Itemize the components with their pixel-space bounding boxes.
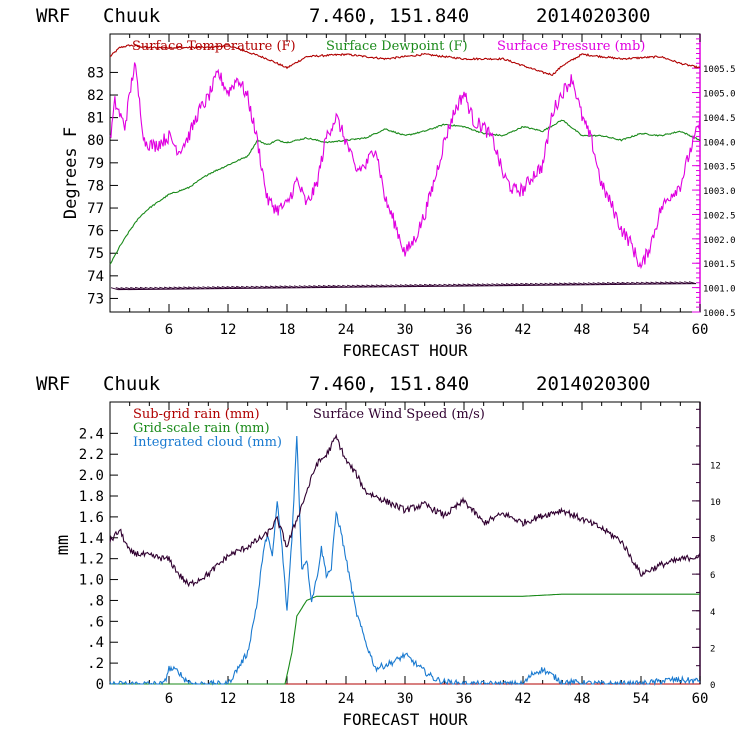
x-tick-label: 6 [165, 322, 173, 338]
y-tick-label: .2 [87, 656, 104, 672]
bottom-y-ticks: 0 .2 .4 .6 .8 1.0 1.2 1.4 1.6 1.8 2.0 2.2 2.4 [79, 426, 118, 693]
bottom-series-group [109, 433, 701, 687]
y2-tick-label: 2 [710, 644, 715, 654]
y2-tick-label: 0 [710, 681, 715, 691]
wind-barbs [110, 281, 697, 291]
bottom-title-model: WRF [36, 373, 70, 395]
bottom-x-ticks: 6 12 18 24 30 36 42 48 54 60 [129, 402, 709, 707]
y-tick-label: 73 [87, 291, 104, 307]
y2-tick-label: 1005.5 [703, 65, 736, 75]
x-tick-label: 12 [220, 322, 237, 338]
top-title-model: WRF [36, 5, 70, 27]
top-title-coords: 7.460, 151.840 [309, 5, 469, 27]
legend-integrated-cloud: Integrated cloud (mm) [133, 435, 282, 450]
legend-surface-wind-speed: Surface Wind Speed (m/s) [313, 407, 485, 422]
x-tick-label: 24 [338, 322, 355, 338]
top-x-ticks: 6 12 18 24 30 36 42 48 54 60 [129, 34, 709, 338]
y-tick-label: 1.8 [79, 489, 104, 505]
bottom-title-coords: 7.460, 151.840 [309, 373, 469, 395]
series-line-3 [109, 433, 701, 588]
y-tick-label: 80 [87, 133, 104, 149]
x-tick-label: 6 [165, 691, 173, 707]
x-tick-label: 36 [456, 322, 473, 338]
x-tick-label: 18 [279, 691, 296, 707]
y-tick-label: 0 [96, 677, 104, 693]
series-line-2 [109, 435, 701, 687]
y2-tick-label: 1002.0 [703, 236, 736, 246]
y-tick-label: .6 [87, 614, 104, 630]
wind-barb-strokes [110, 281, 697, 291]
y-tick-label: 74 [87, 269, 104, 285]
temperature-panel: WRF Chuuk 7.460, 151.840 2014020300 6 12 1… [36, 5, 736, 360]
x-tick-label: 36 [456, 691, 473, 707]
x-tick-label: 42 [515, 322, 532, 338]
y2-tick-label: 12 [710, 461, 721, 471]
x-tick-label: 54 [633, 322, 650, 338]
y2-tick-label: 1001.5 [703, 260, 736, 270]
y2-tick-label: 1003.5 [703, 163, 736, 173]
top-y2-ticks: 1000.5 1001.0 1001.5 1002.0 1002.5 1003.0 1003… [692, 38, 736, 319]
y2-tick-label: 1001.0 [703, 285, 736, 295]
legend-grid-scale-rain: Grid-scale rain (mm) [133, 421, 270, 436]
series-line-0 [109, 43, 700, 76]
legend-surface-dewpoint: Surface Dewpoint (F) [326, 39, 468, 54]
top-series-group [109, 43, 701, 270]
bottom-title-station: Chuuk [103, 373, 161, 395]
top-y-axis-label: Degrees F [61, 127, 81, 219]
y-tick-label: 79 [87, 156, 104, 172]
legend-sub-grid-rain: Sub-grid rain (mm) [133, 407, 260, 422]
y2-tick-label: 1004.0 [703, 138, 736, 148]
y-tick-label: 1.4 [79, 531, 104, 547]
x-tick-label: 54 [633, 691, 650, 707]
x-tick-label: 12 [220, 691, 237, 707]
y2-tick-label: 1003.0 [703, 187, 736, 197]
y-tick-label: 76 [87, 224, 104, 240]
bottom-x-axis-label: FORECAST HOUR [342, 710, 468, 729]
y-tick-label: 2.4 [79, 426, 104, 442]
y-tick-label: 1.2 [79, 552, 104, 568]
y-tick-label: 2.2 [79, 447, 104, 463]
series-line-1 [109, 119, 701, 265]
x-tick-label: 48 [574, 691, 591, 707]
y-tick-label: 1.0 [79, 573, 104, 589]
x-tick-label: 24 [338, 691, 355, 707]
y-tick-label: 75 [87, 246, 104, 262]
legend-surface-temperature: Surface Temperature (F) [132, 39, 296, 54]
y-tick-label: 2.0 [79, 468, 104, 484]
y2-tick-label: 4 [710, 608, 715, 618]
x-tick-label: 18 [279, 322, 296, 338]
y2-tick-label: 1004.5 [703, 114, 736, 124]
y-tick-label: 77 [87, 201, 104, 217]
y-tick-label: .4 [87, 635, 104, 651]
x-tick-label: 30 [397, 691, 414, 707]
top-y-ticks: 73 74 75 76 77 78 79 80 81 82 83 [87, 65, 118, 307]
x-tick-label: 30 [397, 322, 414, 338]
series-line-2 [109, 62, 701, 270]
y2-tick-label: 6 [710, 571, 715, 581]
bottom-title-run: 2014020300 [536, 373, 650, 395]
y2-tick-label: 8 [710, 535, 715, 545]
legend-surface-pressure: Surface Pressure (mb) [497, 39, 645, 54]
y2-tick-label: 1005.0 [703, 90, 736, 100]
bottom-y-axis-label: mm [53, 535, 73, 555]
x-tick-label: 42 [515, 691, 532, 707]
y-tick-label: 78 [87, 178, 104, 194]
y2-tick-label: 10 [710, 498, 721, 508]
x-tick-label: 48 [574, 322, 591, 338]
top-title-run: 2014020300 [536, 5, 650, 27]
precipitation-panel: WRF Chuuk 7.460, 151.840 2014020300 6 12 1… [36, 373, 721, 729]
y2-tick-label: 1000.5 [703, 309, 736, 319]
x-tick-label: 60 [692, 322, 709, 338]
y-tick-label: 1.6 [79, 510, 104, 526]
y-tick-label: 83 [87, 65, 104, 81]
y-tick-label: 82 [87, 88, 104, 104]
y-tick-label: 81 [87, 111, 104, 127]
x-tick-label: 60 [692, 691, 709, 707]
top-x-axis-label: FORECAST HOUR [342, 341, 468, 360]
y2-tick-label: 1002.5 [703, 211, 736, 221]
top-title-station: Chuuk [103, 5, 161, 27]
y-tick-label: .8 [87, 593, 104, 609]
